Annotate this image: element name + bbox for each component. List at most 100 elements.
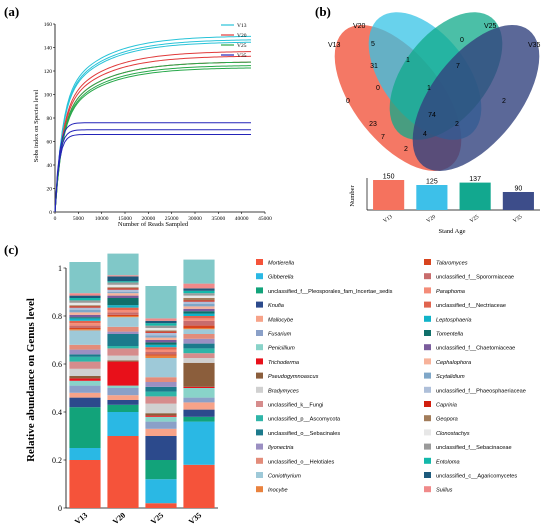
- genus-y-tick-label: 0.2: [52, 456, 62, 465]
- genus-segment: [107, 314, 139, 316]
- genus-segment: [145, 340, 177, 343]
- genus-segment: [107, 317, 139, 327]
- curve-v13: [54, 41, 252, 213]
- genus-legend-swatch: [424, 443, 431, 450]
- legend-label-v13: V13: [237, 23, 247, 29]
- curve-v13: [54, 35, 252, 213]
- x-tick-label: 35000: [211, 216, 225, 222]
- genus-legend-swatch: [424, 358, 431, 365]
- rarefaction-curves: [54, 35, 252, 213]
- genus-segment: [69, 314, 101, 318]
- curve-v25: [54, 67, 252, 213]
- genus-segment: [183, 295, 215, 298]
- genus-segment: [69, 380, 101, 386]
- genus-segment: [107, 348, 139, 356]
- venn-label-v25: V25: [484, 23, 497, 30]
- genus-segment: [183, 283, 215, 289]
- curve-v35: [54, 129, 251, 213]
- genus-segment: [145, 328, 177, 331]
- genus-segment: [183, 388, 215, 398]
- genus-segment: [145, 428, 177, 436]
- y-tick-label: 20: [47, 187, 53, 193]
- genus-segment: [145, 416, 177, 422]
- x-tick-label: 0: [54, 216, 57, 222]
- genus-segment: [107, 295, 139, 298]
- genus-segment: [107, 360, 139, 362]
- genus-segment: [183, 304, 215, 307]
- legend-label-v25: V25: [237, 43, 247, 49]
- x-tick-label: 25000: [165, 216, 179, 222]
- genus-abundance-chart: Relative abundance on Genus level 0 0.2 0.…: [25, 253, 526, 526]
- genus-segment: [145, 323, 177, 326]
- genus-segment: [145, 335, 177, 338]
- genus-segment: [145, 332, 177, 336]
- genus-segment: [107, 355, 139, 361]
- genus-legend-label: Penicillium: [268, 346, 295, 352]
- curve-v25: [54, 65, 252, 213]
- genus-segment: [69, 330, 101, 345]
- genus-segment: [145, 377, 177, 382]
- genus-segment: [183, 348, 215, 354]
- genus-segment: [69, 376, 101, 379]
- genus-legend-swatch: [424, 472, 431, 478]
- genus-segment: [69, 310, 101, 313]
- venn-region-value: 2: [502, 98, 506, 105]
- x-tick-label: 10000: [95, 216, 109, 222]
- genus-segment: [107, 312, 139, 315]
- genus-legend-label: Pseudogymnoascus: [268, 374, 319, 380]
- genus-legend-label: unclassified_c__Agaricomycetes: [436, 474, 517, 480]
- genus-legend-swatch: [424, 287, 431, 294]
- genus-legend-label: Fusarium: [268, 332, 292, 338]
- genus-segment: [145, 460, 177, 480]
- genus-segment: [107, 346, 139, 349]
- genus-segment: [183, 362, 215, 387]
- genus-legend-swatch: [256, 486, 263, 493]
- genus-segment: [107, 293, 139, 296]
- genus-segment: [145, 337, 177, 340]
- y-tick-label: 60: [47, 140, 53, 146]
- venn-region-value: 5: [371, 41, 375, 48]
- venn-label-v35: V35: [528, 42, 541, 49]
- genus-segment: [183, 416, 215, 422]
- genus-segment: [145, 396, 177, 404]
- bar-v20: [416, 185, 448, 210]
- genus-segment: [183, 308, 215, 312]
- x-tick-label: 20000: [141, 216, 155, 222]
- venn-label-v20: V20: [353, 23, 366, 30]
- y-tick-label: 40: [47, 163, 53, 169]
- genus-segment: [183, 343, 215, 349]
- genus-legend-swatch: [424, 401, 431, 407]
- genus-segment: [107, 404, 139, 412]
- genus-segment: [107, 292, 139, 294]
- genus-legend-swatch: [256, 472, 263, 478]
- bar-category-label: V35: [512, 214, 523, 224]
- bar-v25: [459, 182, 491, 210]
- venn-region-value: 2: [455, 121, 459, 128]
- genus-legend-label: Leptosphaeria: [436, 317, 471, 323]
- genus-segment: [69, 448, 101, 460]
- genus-segment: [183, 318, 215, 321]
- panel-label-b: (b): [315, 4, 331, 19]
- genus-segment: [145, 318, 177, 321]
- genus-segment: [145, 403, 177, 414]
- x-tick-label: 45000: [258, 216, 272, 222]
- genus-segment: [107, 289, 139, 292]
- venn-label-v13: V13: [328, 42, 341, 49]
- genus-segment: [183, 301, 215, 304]
- genus-segment: [107, 412, 139, 436]
- bar-v35: [502, 192, 534, 210]
- rarefaction-ylabel: Sobs index on Species level: [33, 90, 40, 163]
- genus-y-tick-label: 1: [58, 264, 62, 273]
- genus-segment: [145, 342, 177, 345]
- genus-segment: [183, 313, 215, 316]
- venn-region-value: 0: [460, 37, 464, 44]
- genus-segment: [69, 293, 101, 296]
- genus-segment: [145, 415, 177, 417]
- species-count-bar-chart: Number Stand Age 150 V13 125 V20 137 V25 90 V35: [349, 174, 540, 235]
- genus-legend-label: unclassified_o__Helotiales: [268, 459, 334, 465]
- genus-legend-swatch: [424, 415, 431, 422]
- genus-segment: [69, 368, 101, 376]
- genus-legend-label: Suillus: [436, 488, 453, 494]
